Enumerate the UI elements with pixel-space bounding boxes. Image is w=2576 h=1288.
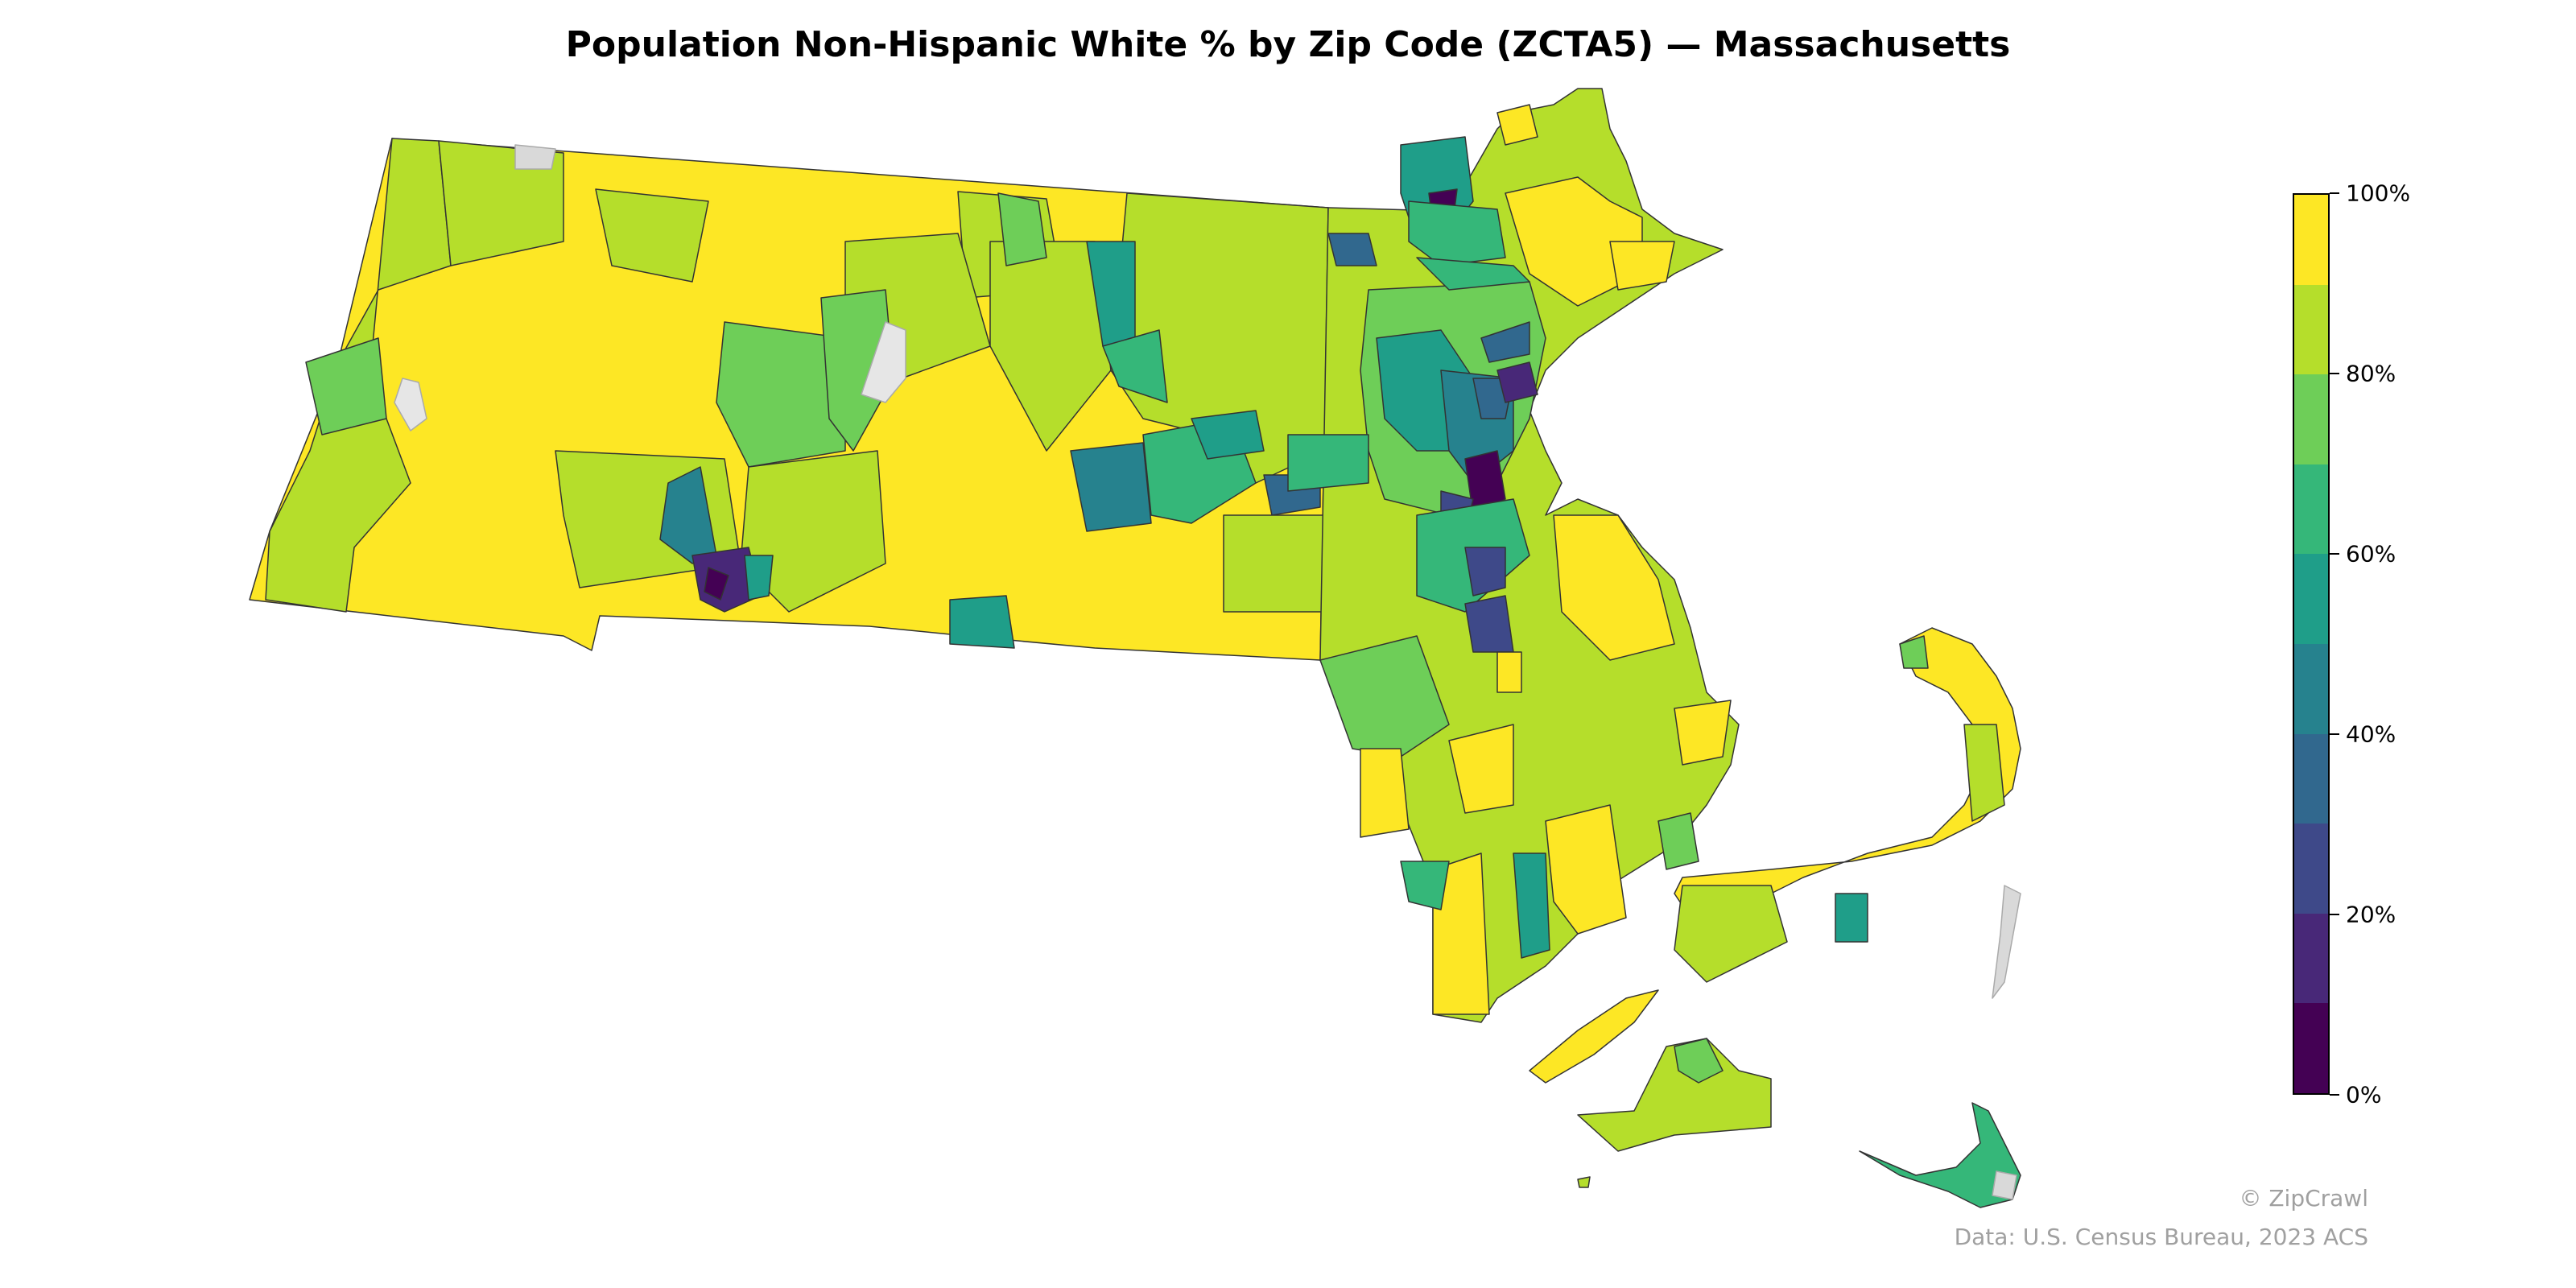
colorbar-bin-2 — [2294, 824, 2328, 914]
brand-credit: © ZipCrawl — [2239, 1185, 2368, 1212]
colorbar-label-80: 80% — [2346, 360, 2396, 387]
colorbar — [2293, 193, 2330, 1095]
colorbar-label-40: 40% — [2346, 720, 2396, 748]
colorbar-label-60: 60% — [2346, 540, 2396, 568]
colorbar-tick — [2330, 733, 2339, 735]
colorbar-tick — [2330, 373, 2339, 374]
region-nantucket — [1859, 1102, 2021, 1208]
colorbar-bin-8 — [2294, 284, 2328, 375]
colorbar-bin-4 — [2294, 644, 2328, 734]
colorbar-bin-7 — [2294, 374, 2328, 464]
colorbar-bin-0 — [2294, 1003, 2328, 1093]
colorbar-label-20: 20% — [2346, 901, 2396, 928]
colorbar-tick — [2330, 914, 2339, 915]
colorbar-bin-3 — [2294, 733, 2328, 824]
colorbar-bin-1 — [2294, 913, 2328, 1004]
colorbar-tick — [2330, 553, 2339, 555]
colorbar-tick — [2330, 192, 2339, 194]
chart-title: Population Non-Hispanic White % by Zip C… — [565, 24, 2011, 65]
colorbar-bin-9 — [2294, 195, 2328, 285]
colorbar-label-100: 100% — [2346, 180, 2411, 207]
data-source-credit: Data: U.S. Census Bureau, 2023 ACS — [1954, 1224, 2368, 1250]
region-marthas-vineyard — [1577, 1038, 1772, 1152]
colorbar-bin-5 — [2294, 554, 2328, 645]
colorbar-label-0: 0% — [2346, 1081, 2382, 1108]
colorbar-tick — [2330, 1094, 2339, 1096]
colorbar-bin-6 — [2294, 464, 2328, 555]
